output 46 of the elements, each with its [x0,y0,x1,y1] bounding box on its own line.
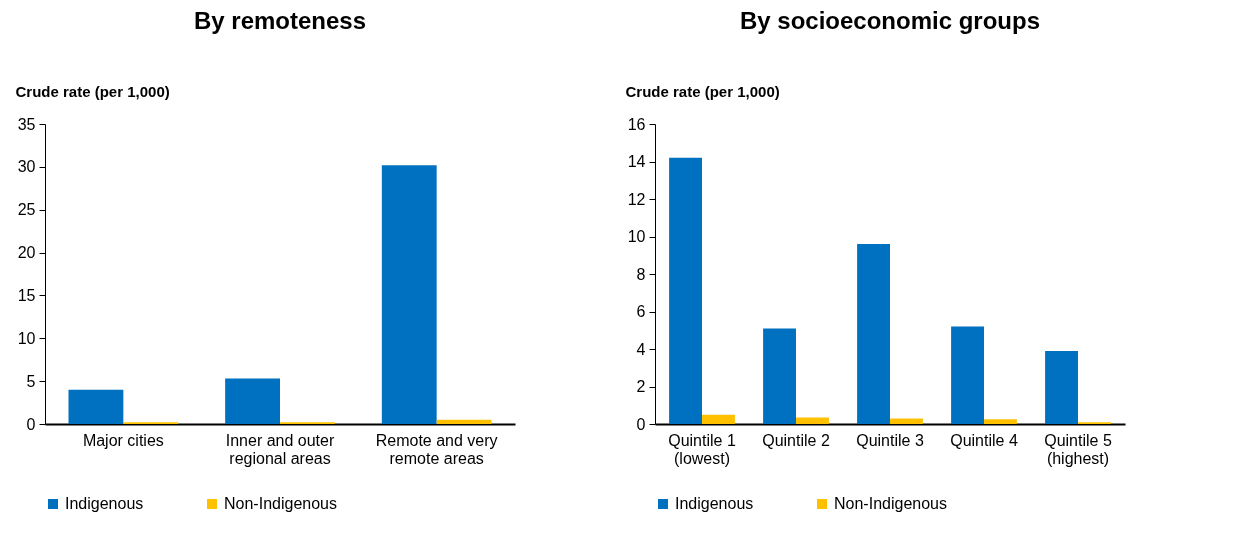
bar [381,165,437,424]
bar [890,418,923,424]
bar [225,378,280,424]
legend-label: Non-Indigenous [834,495,947,512]
y-tick-label: 4 [636,340,646,358]
x-tick-label: Inner and outer regional areas [225,431,335,467]
y-tick-label: 6 [636,303,646,320]
y-tick-label: 25 [17,201,36,219]
legend-label: Indigenous [65,495,144,512]
y-tick-label: 15 [17,286,36,304]
y-tick-label: 35 [17,115,36,133]
bar [436,419,492,424]
y-axis-title: Crude rate (per 1,000) [625,82,780,100]
bar [984,419,1017,424]
x-tick-label: Remote and very remote areas [375,431,498,467]
x-tick-label: Quintile 5 (highest) [1044,431,1112,467]
bar [1045,350,1078,424]
x-tick-label: Quintile 3 [856,431,924,449]
y-tick-label: 10 [627,228,646,245]
bar [951,326,984,424]
bar [68,389,124,424]
bar [669,157,702,424]
y-tick-label: 14 [627,153,646,170]
x-tick-label: Major cities [82,431,164,449]
chart-title: By socioeconomic groups [739,7,1041,34]
x-tick-label: Quintile 4 [950,431,1018,449]
y-tick-label: 12 [627,190,646,208]
y-tick-label: 20 [17,244,36,262]
chart-title: By remoteness [193,7,367,34]
bar [702,414,735,424]
y-tick-label: 0 [636,415,646,433]
y-tick-label: 0 [26,415,36,433]
bar [763,328,796,424]
legend-label: Indigenous [675,495,754,512]
y-axis-title: Crude rate (per 1,000) [15,82,170,100]
y-tick-label: 30 [17,158,36,176]
y-tick-label: 2 [636,378,646,395]
legend-label: Non-Indigenous [224,495,337,512]
bar [796,417,829,424]
bar [857,244,890,424]
y-tick-label: 8 [636,265,646,283]
y-tick-label: 5 [26,372,36,390]
x-tick-label: Quintile 1 (lowest) [668,431,736,467]
y-tick-label: 10 [17,329,36,347]
x-tick-label: Quintile 2 [762,431,830,449]
y-tick-label: 16 [627,115,646,133]
